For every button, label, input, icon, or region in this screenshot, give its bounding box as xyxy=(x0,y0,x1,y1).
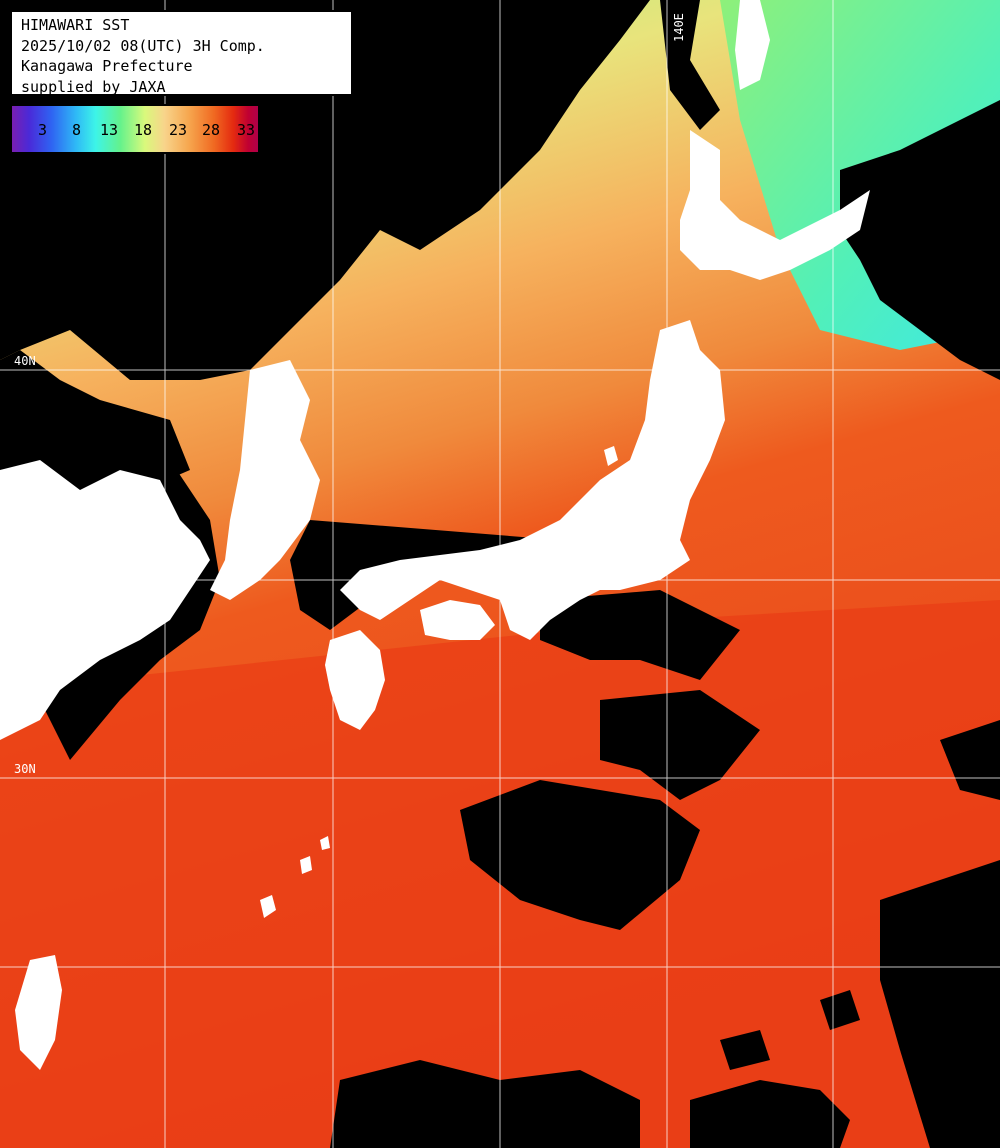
temperature-color-legend: 3 8 13 18 23 28 33 xyxy=(10,104,260,154)
land-korea-peninsula xyxy=(210,360,320,600)
legend-tick: 33 xyxy=(237,121,256,139)
map-region: Kanagawa Prefecture xyxy=(21,57,193,75)
latitude-label-30n: 30N xyxy=(14,762,36,776)
land-sado xyxy=(604,446,618,466)
legend-tick: 23 xyxy=(169,121,188,139)
map-credit: supplied by JAXA xyxy=(21,77,166,96)
map-info-box: HIMAWARI SST 2025/10/02 08(UTC) 3H Comp.… xyxy=(10,10,353,96)
land-ryukyu-islands xyxy=(260,836,330,918)
latitude-label-40n: 40N xyxy=(14,354,36,368)
map-datetime: 2025/10/02 08(UTC) 3H Comp. xyxy=(21,36,265,55)
land-taiwan xyxy=(15,955,62,1070)
land-hokkaido xyxy=(680,130,870,280)
land xyxy=(0,0,870,1070)
longitude-label-140e: 140E xyxy=(672,13,686,42)
legend-tick: 8 xyxy=(72,121,82,139)
legend-tick: 3 xyxy=(38,121,48,139)
land-sakhalin xyxy=(735,0,770,90)
legend-tick: 28 xyxy=(202,121,221,139)
legend-tick: 18 xyxy=(134,121,153,139)
legend-tick: 13 xyxy=(100,121,119,139)
land-shikoku xyxy=(420,600,495,640)
land-honshu xyxy=(340,320,725,640)
land-kyushu xyxy=(325,630,385,730)
map-title: HIMAWARI SST xyxy=(21,16,130,34)
land-continent-china xyxy=(0,460,210,740)
